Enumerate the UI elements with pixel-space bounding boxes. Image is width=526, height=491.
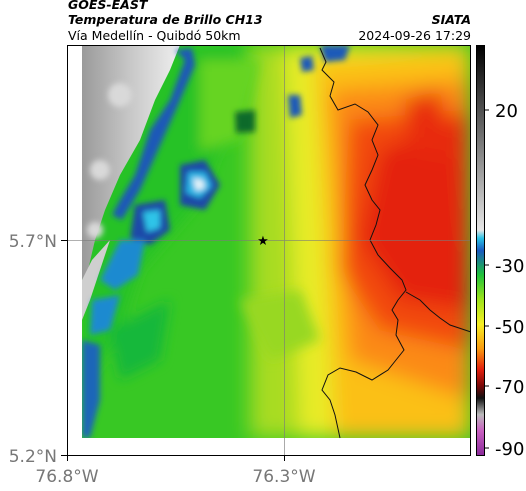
satellite-title: GOES-EAST — [68, 0, 148, 12]
colorbar: 20 -30 -50 -70 -90 — [476, 45, 524, 460]
star-marker: ★ — [257, 234, 269, 249]
datetime-label: 2024-09-26 17:29 — [358, 28, 471, 43]
map-frame — [67, 45, 471, 456]
colorbar-label: -70 — [495, 377, 524, 398]
brightness-temperature-field — [82, 45, 470, 438]
colorbar-label: -90 — [495, 439, 524, 460]
lon-label-76.8: 76.8°W — [35, 467, 98, 487]
boundaries — [319, 47, 471, 439]
colorbar-label: 20 — [495, 101, 518, 122]
agency-label: SIATA — [431, 12, 471, 27]
lon-label-76.3: 76.3°W — [252, 467, 315, 487]
region-subtitle: Vía Medellín - Quibdó 50km — [68, 28, 241, 43]
graticule — [67, 45, 471, 456]
colorbar-label: -50 — [495, 317, 524, 338]
lat-label-5.2: 5.2°N — [9, 447, 57, 467]
colorbar-label: -30 — [495, 256, 524, 277]
product-title: Temperatura de Brillo CH13 — [68, 12, 263, 27]
colorbar-gradient — [476, 45, 485, 456]
lat-label-5.7: 5.7°N — [9, 232, 57, 252]
